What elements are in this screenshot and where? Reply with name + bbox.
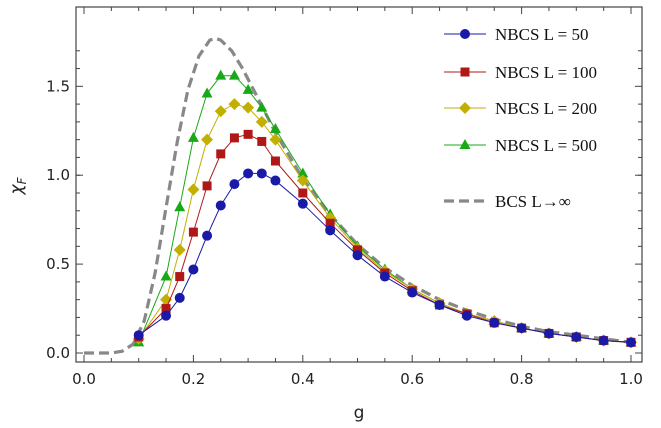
data-point [188, 227, 198, 237]
x-tick-label: 0.2 [181, 370, 205, 388]
data-point [257, 136, 267, 146]
data-point [188, 264, 199, 275]
data-point [173, 243, 186, 256]
data-point [626, 337, 636, 348]
data-point [379, 271, 390, 282]
data-point [269, 133, 282, 146]
legend-item: NBCS L = 100 [444, 63, 597, 82]
data-point [434, 300, 445, 310]
x-tick-label: 1.0 [619, 370, 643, 388]
y-tick-label: 0.0 [46, 344, 70, 362]
data-point [353, 245, 362, 255]
series-group [84, 36, 637, 355]
legend-label: BCS L→∞ [495, 192, 571, 211]
tick-group: 0.0 0.2 0.4 0.6 0.8 1.0 0.0 0.5 1.0 1.5 [46, 7, 643, 388]
data-point [270, 175, 281, 186]
data-point [202, 181, 212, 191]
data-point [325, 218, 335, 228]
data-point [243, 129, 253, 139]
legend-label: NBCS L = 100 [495, 63, 597, 82]
data-point [160, 270, 172, 281]
data-point [325, 225, 336, 236]
data-point [228, 69, 240, 80]
data-point [270, 156, 280, 166]
data-point [296, 174, 309, 187]
legend-label: NBCS L = 50 [495, 25, 589, 44]
data-point [229, 133, 239, 143]
data-point [214, 105, 227, 118]
x-tick-label: 0.6 [400, 370, 424, 388]
data-point [229, 179, 240, 190]
legend: NBCS L = 50 NBCS L = 100 NBCS L = 200 NBCS … [444, 25, 597, 211]
x-axis-label: g [354, 403, 365, 423]
legend-marker [460, 67, 470, 77]
data-point [255, 115, 268, 128]
data-point [187, 183, 200, 196]
data-point [297, 198, 308, 209]
legend-marker [460, 29, 470, 39]
x-tick-label: 0.4 [291, 370, 315, 388]
data-point [242, 83, 254, 94]
legend-marker [459, 102, 471, 114]
legend-marker [459, 139, 471, 149]
y-axis-label: χF [7, 176, 29, 195]
data-point [298, 188, 308, 198]
data-point [215, 69, 227, 80]
data-point [256, 168, 267, 179]
data-point [242, 101, 255, 114]
data-point [216, 149, 226, 159]
data-point [256, 101, 268, 112]
data-point [598, 335, 609, 346]
legend-item: BCS L→∞ [444, 192, 571, 211]
data-point [202, 230, 213, 241]
legend-item: NBCS L = 200 [444, 99, 597, 118]
data-point [174, 292, 185, 303]
data-point [175, 272, 185, 282]
data-point [201, 133, 214, 146]
data-point [269, 123, 281, 133]
data-point [243, 168, 254, 179]
legend-label: NBCS L = 500 [495, 136, 597, 155]
plot-frame [75, 6, 643, 363]
data-point [516, 323, 527, 334]
data-point [297, 167, 309, 178]
data-point [352, 250, 363, 261]
data-point [461, 310, 472, 321]
data-point [407, 287, 418, 298]
x-tick-label: 0.0 [72, 370, 96, 388]
data-point [133, 330, 144, 341]
y-tick-label: 1.5 [46, 77, 70, 95]
data-point [215, 200, 226, 211]
series-0 [133, 168, 636, 348]
legend-item: NBCS L = 500 [444, 136, 597, 155]
y-tick-label: 1.0 [46, 166, 70, 184]
data-point [174, 201, 186, 212]
data-point [228, 98, 241, 111]
data-point [543, 328, 554, 339]
data-point [187, 131, 199, 142]
data-point [571, 332, 582, 342]
series-line [138, 133, 632, 343]
data-point [161, 310, 172, 321]
y-tick-label: 0.5 [46, 255, 70, 273]
data-point [161, 304, 171, 314]
x-tick-label: 0.8 [510, 370, 534, 388]
legend-item: NBCS L = 50 [444, 25, 589, 44]
data-point [489, 317, 500, 328]
legend-label: NBCS L = 200 [495, 99, 597, 118]
data-point [201, 87, 213, 98]
